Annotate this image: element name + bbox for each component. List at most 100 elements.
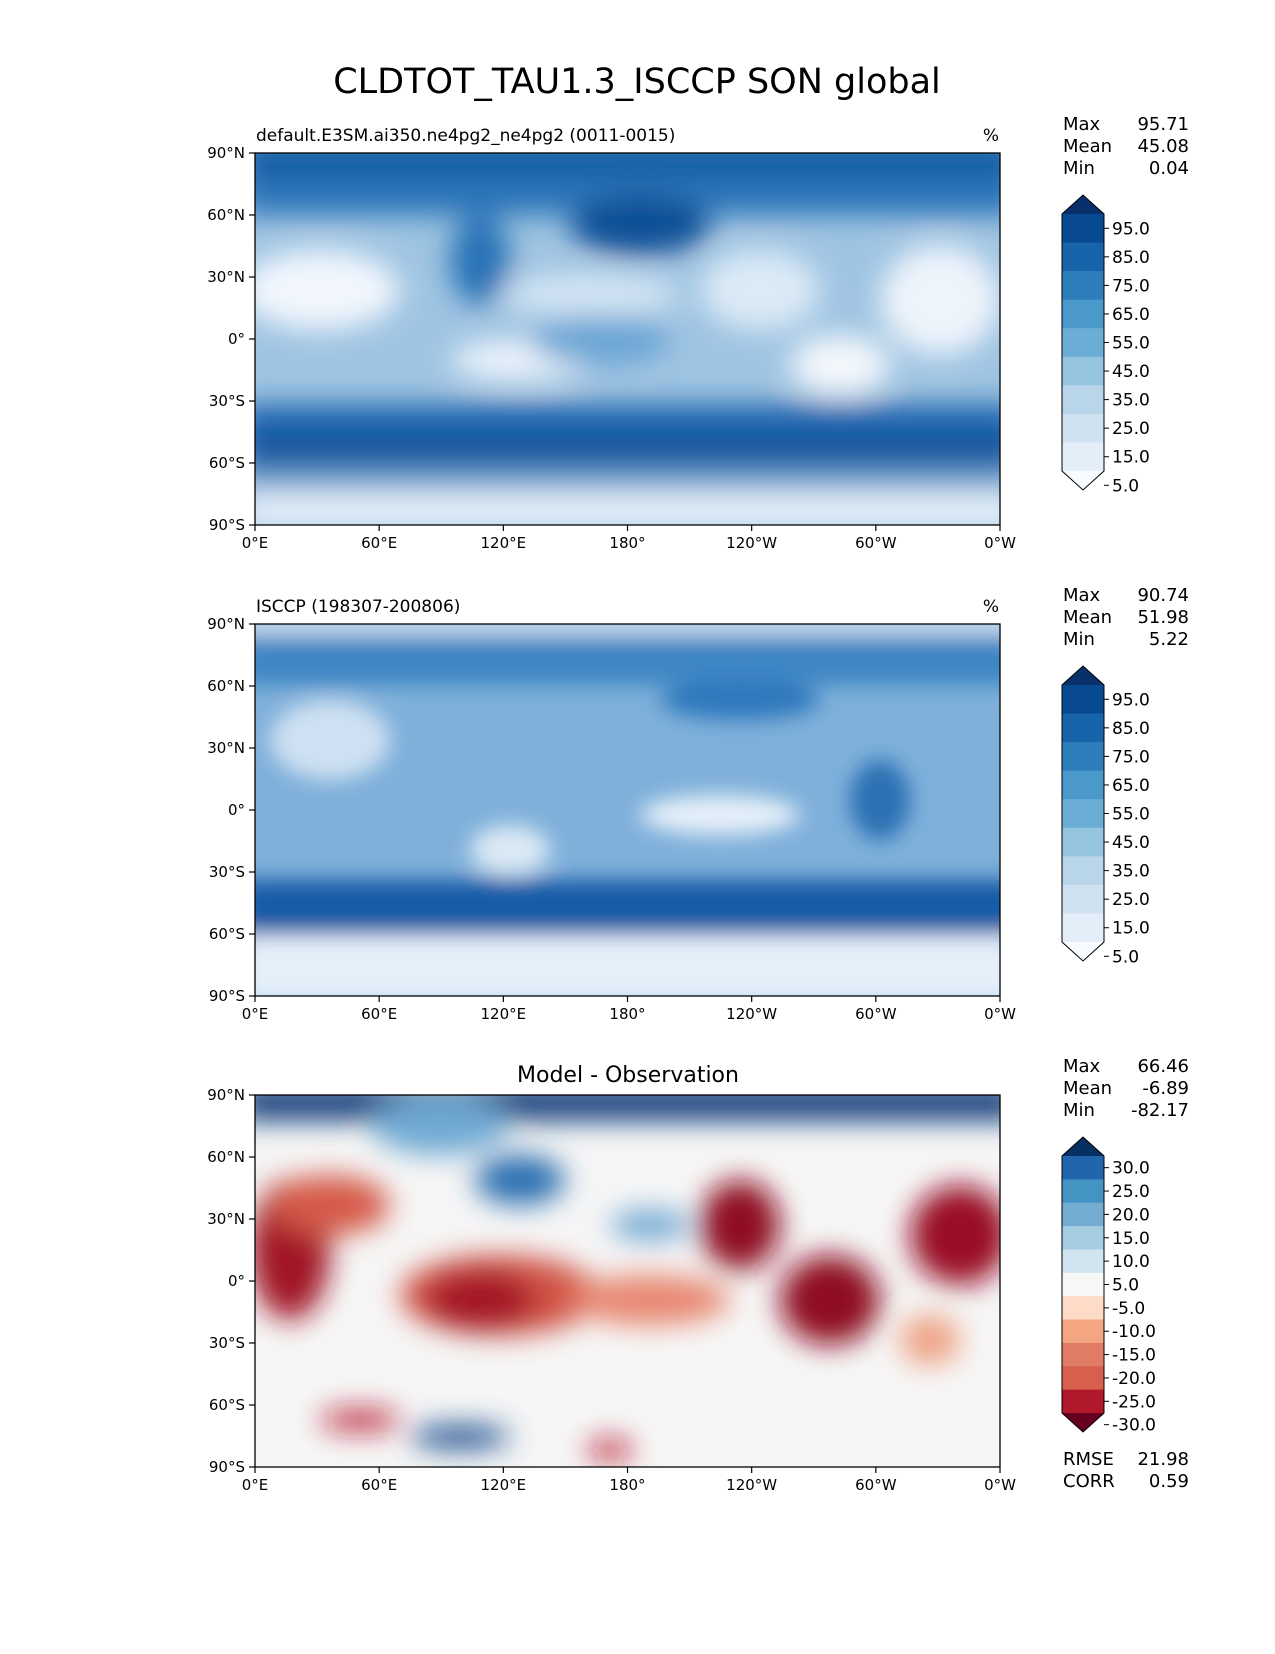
- colorbar-level-label: 45.0: [1112, 833, 1150, 853]
- stat-label: Max: [1063, 1056, 1101, 1077]
- colorbar-segment: [1062, 856, 1104, 886]
- stat-label: Mean: [1063, 136, 1112, 157]
- stat-value: 5.22: [1149, 629, 1189, 650]
- colorbar-level-label: 15.0: [1112, 919, 1150, 939]
- x-tick-label: 180°: [609, 534, 645, 552]
- x-tick-label: 60°W: [855, 1476, 897, 1494]
- y-tick-label: 90°N: [207, 615, 245, 633]
- colorbar-level-label: 95.0: [1112, 690, 1150, 710]
- stat-label: Min: [1063, 1100, 1095, 1121]
- stat-label: Min: [1063, 158, 1095, 179]
- colorbar-segment: [1062, 214, 1104, 244]
- x-tick-label: 120°E: [481, 534, 527, 552]
- figure-title: CLDTOT_TAU1.3_ISCCP SON global: [333, 62, 941, 102]
- colorbar-segment: [1062, 385, 1104, 415]
- colorbar-outline: [1061, 194, 1105, 491]
- colorbar-level-label: -25.0: [1112, 1392, 1156, 1412]
- colorbar-level-label: 85.0: [1112, 719, 1150, 739]
- x-tick-label: 180°: [609, 1476, 645, 1494]
- colorbar-level-label: -5.0: [1112, 1299, 1145, 1319]
- colorbar-segment: [1062, 271, 1104, 301]
- stat-value: 0.04: [1149, 158, 1189, 179]
- panel-model-title: default.E3SM.ai350.ne4pg2_ne4pg2 (0011-0…: [256, 126, 675, 146]
- y-tick-label: 0°: [228, 330, 245, 348]
- x-tick-label: 120°W: [726, 534, 777, 552]
- colorbar-level-label: 25.0: [1112, 890, 1150, 910]
- stat-value: 66.46: [1137, 1056, 1189, 1077]
- colorbar-level-label: 30.0: [1112, 1159, 1150, 1179]
- stat-label: Max: [1063, 114, 1101, 135]
- panel-obs-field: [255, 624, 1000, 996]
- stat-label: Mean: [1063, 607, 1112, 628]
- colorbar-level-label: -15.0: [1112, 1346, 1156, 1366]
- y-tick-label: 0°: [228, 801, 245, 819]
- corr-value: 0.59: [1149, 1471, 1189, 1492]
- panel-model: default.E3SM.ai350.ne4pg2_ne4pg2 (0011-0…: [254, 126, 1001, 526]
- colorbar-segment: [1062, 1249, 1104, 1274]
- x-tick-label: 60°W: [855, 1005, 897, 1023]
- colorbar-level-label: 25.0: [1112, 419, 1150, 439]
- colorbar-level-label: 5.0: [1112, 476, 1139, 496]
- colorbar-segment: [1062, 827, 1104, 857]
- colorbar-segment: [1062, 1389, 1104, 1414]
- y-tick-label: 90°S: [209, 516, 245, 534]
- colorbar-level-label: 15.0: [1112, 448, 1150, 468]
- colorbar-segment: [1062, 1202, 1104, 1227]
- colorbar-extend-top: [1062, 195, 1104, 214]
- colorbar-level-label: 5.0: [1112, 947, 1139, 967]
- stat-value: 95.71: [1137, 114, 1189, 135]
- panel-diff-title: Model - Observation: [517, 1063, 739, 1088]
- x-tick-label: 120°W: [726, 1005, 777, 1023]
- y-tick-label: 30°N: [207, 739, 245, 757]
- y-tick-label: 60°S: [209, 454, 245, 472]
- y-tick-label: 0°: [228, 1272, 245, 1290]
- rmse-label: RMSE: [1063, 1449, 1114, 1470]
- colorbar-level-label: -10.0: [1112, 1322, 1156, 1342]
- colorbar-segment: [1062, 1296, 1104, 1321]
- x-tick-label: 120°W: [726, 1476, 777, 1494]
- colorbar-level-label: 75.0: [1112, 276, 1150, 296]
- colorbar-level-label: 10.0: [1112, 1252, 1150, 1272]
- y-tick-label: 60°S: [209, 925, 245, 943]
- colorbar-level-label: 65.0: [1112, 305, 1150, 325]
- colorbar-level-label: 20.0: [1112, 1205, 1150, 1225]
- colorbar-extend-bottom: [1062, 471, 1104, 490]
- panel-model-units: %: [983, 126, 999, 146]
- x-tick-label: 60°E: [361, 1005, 397, 1023]
- colorbar-level-label: 35.0: [1112, 862, 1150, 882]
- x-tick-label: 0°E: [242, 1005, 269, 1023]
- y-tick-label: 30°N: [207, 268, 245, 286]
- colorbar-segment: [1062, 356, 1104, 386]
- x-tick-label: 60°W: [855, 534, 897, 552]
- colorbar-segment: [1062, 770, 1104, 800]
- x-tick-label: 60°E: [361, 1476, 397, 1494]
- colorbar-level-label: 55.0: [1112, 805, 1150, 825]
- x-tick-label: 0°E: [242, 1476, 269, 1494]
- colorbar-level-label: 65.0: [1112, 776, 1150, 796]
- y-tick-label: 30°S: [209, 392, 245, 410]
- colorbar-segment: [1062, 685, 1104, 715]
- panel-model-field: [255, 153, 1000, 525]
- y-tick-label: 30°S: [209, 863, 245, 881]
- y-tick-label: 60°N: [207, 677, 245, 695]
- corr-label: CORR: [1063, 1471, 1115, 1492]
- colorbar-outline: [1061, 1136, 1105, 1433]
- colorbar-segment: [1062, 1156, 1104, 1180]
- y-tick-label: 60°N: [207, 206, 245, 224]
- stat-label: Min: [1063, 629, 1095, 650]
- colorbar-segment: [1062, 884, 1104, 914]
- panel-obs-units: %: [983, 597, 999, 617]
- colorbar-segment: [1062, 713, 1104, 743]
- colorbar-extend-bottom: [1062, 1413, 1104, 1432]
- colorbar-level-label: 45.0: [1112, 362, 1150, 382]
- x-tick-label: 180°: [609, 1005, 645, 1023]
- colorbar-segment: [1062, 1366, 1104, 1391]
- colorbar-segment: [1062, 328, 1104, 358]
- y-tick-label: 90°S: [209, 987, 245, 1005]
- colorbar-level-label: -30.0: [1112, 1416, 1156, 1436]
- colorbar-level-label: 15.0: [1112, 1229, 1150, 1249]
- colorbar-segment: [1062, 742, 1104, 772]
- x-tick-label: 0°W: [984, 1476, 1016, 1494]
- panel-diff: Model - Observation: [254, 1063, 1001, 1468]
